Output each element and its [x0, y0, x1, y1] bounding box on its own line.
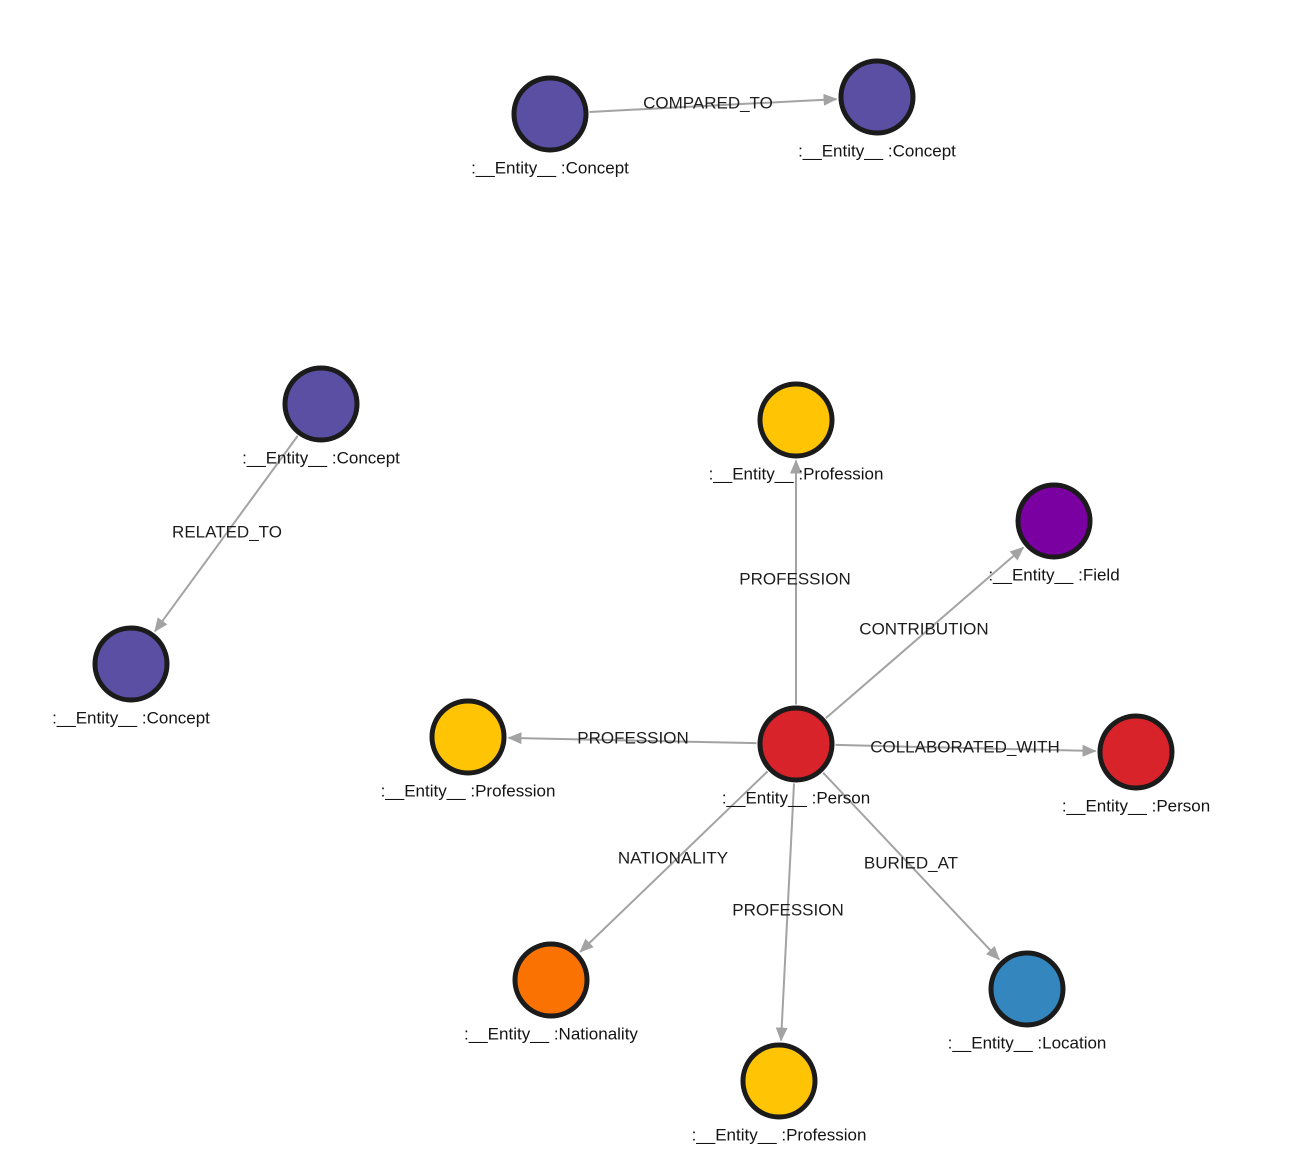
graph-node[interactable]: :__Entity__ :Concept — [52, 625, 210, 727]
node-circle[interactable] — [282, 365, 360, 443]
graph-node[interactable]: :__Entity__ :Concept — [242, 365, 400, 467]
node-caption: :__Entity__ :Person — [722, 788, 870, 807]
node-circle[interactable] — [429, 698, 507, 776]
relationship-line[interactable] — [822, 772, 1000, 961]
graph-node[interactable]: :__Entity__ :Profession — [709, 381, 884, 483]
node-circle[interactable] — [511, 75, 589, 153]
relationship-line[interactable] — [589, 93, 838, 113]
graph-node[interactable]: :__Entity__ :Nationality — [464, 941, 638, 1043]
relationship-type-label[interactable]: NATIONALITY — [618, 848, 728, 867]
graph-node[interactable]: :__Entity__ :Concept — [798, 58, 956, 160]
relationship-type-label[interactable]: RELATED_TO — [172, 522, 282, 541]
node-caption: :__Entity__ :Concept — [242, 448, 400, 467]
nodes-layer: :__Entity__ :Concept :__Entity__ :Concept… — [52, 58, 1210, 1144]
node-caption: :__Entity__ :Location — [948, 1033, 1107, 1052]
relationship-line[interactable] — [825, 546, 1025, 719]
node-caption: :__Entity__ :Field — [988, 565, 1119, 584]
node-caption: :__Entity__ :Concept — [52, 708, 210, 727]
node-caption: :__Entity__ :Concept — [471, 158, 629, 177]
relationship-type-label[interactable]: COMPARED_TO — [643, 93, 773, 112]
node-circle[interactable] — [1015, 482, 1093, 560]
graph-node[interactable]: :__Entity__ :Profession — [692, 1042, 867, 1144]
relationship-type-label[interactable]: BURIED_AT — [864, 853, 958, 872]
node-caption: :__Entity__ :Profession — [381, 781, 556, 800]
relationship-type-label[interactable]: PROFESSION — [577, 728, 688, 747]
graph-node[interactable]: :__Entity__ :Person — [1062, 713, 1210, 815]
node-caption: :__Entity__ :Concept — [798, 141, 956, 160]
node-caption: :__Entity__ :Person — [1062, 796, 1210, 815]
node-caption: :__Entity__ :Nationality — [464, 1024, 638, 1043]
relationship-line[interactable] — [775, 783, 796, 1042]
relationship-line[interactable] — [579, 770, 769, 953]
relationship-type-label[interactable]: CONTRIBUTION — [859, 619, 988, 638]
node-caption: :__Entity__ :Profession — [692, 1125, 867, 1144]
node-circle[interactable] — [740, 1042, 818, 1120]
relationship-line[interactable] — [835, 743, 1097, 757]
relationship-type-label[interactable]: COLLABORATED_WITH — [870, 737, 1060, 756]
relationship-line[interactable] — [507, 732, 757, 745]
node-circle[interactable] — [988, 950, 1066, 1028]
node-circle[interactable] — [838, 58, 916, 136]
node-circle[interactable] — [512, 941, 590, 1019]
graph-node[interactable]: :__Entity__ :Concept — [471, 75, 629, 177]
graph-node[interactable]: :__Entity__ :Field — [988, 482, 1120, 584]
node-circle[interactable] — [757, 705, 835, 783]
relationship-type-label[interactable]: PROFESSION — [739, 569, 850, 588]
node-circle[interactable] — [92, 625, 170, 703]
relationships-layer: COMPARED_TO RELATED_TO PROFESSION CONTRIBUT… — [154, 93, 1097, 1042]
node-caption: :__Entity__ :Profession — [709, 464, 884, 483]
relationship-type-label[interactable]: PROFESSION — [732, 900, 843, 919]
graph-node[interactable]: :__Entity__ :Profession — [381, 698, 556, 800]
node-circle[interactable] — [757, 381, 835, 459]
graph-node[interactable]: :__Entity__ :Location — [948, 950, 1107, 1052]
relationship-line[interactable] — [154, 435, 299, 633]
graph-node[interactable]: :__Entity__ :Person — [722, 705, 870, 807]
node-circle[interactable] — [1097, 713, 1175, 791]
